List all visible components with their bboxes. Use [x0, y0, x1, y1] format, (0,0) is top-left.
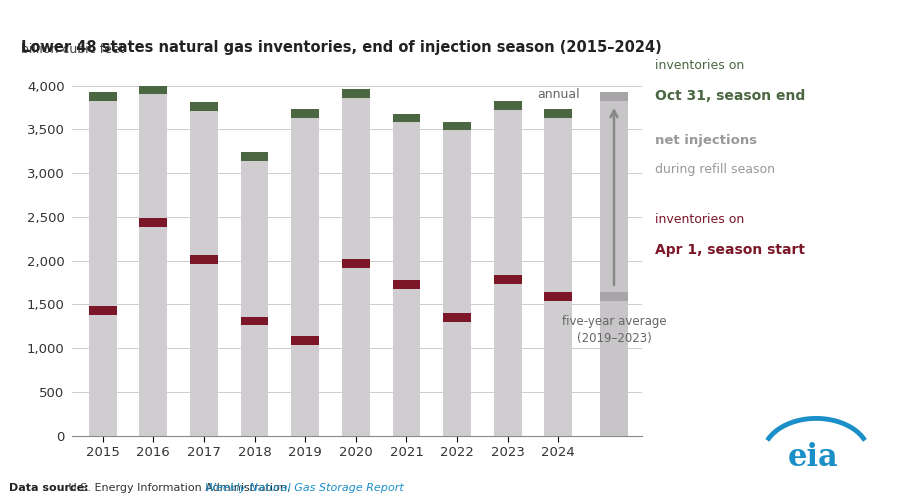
- Bar: [190, 255, 218, 264]
- Bar: [392, 280, 420, 289]
- Bar: [88, 306, 116, 315]
- Text: Apr 1, season start: Apr 1, season start: [655, 243, 805, 256]
- Bar: [392, 114, 420, 122]
- Bar: [544, 292, 572, 301]
- Bar: [291, 109, 319, 118]
- Bar: [600, 292, 628, 301]
- Bar: [493, 110, 521, 436]
- Bar: [493, 101, 521, 110]
- Bar: [139, 218, 167, 227]
- Text: Oct 31, season end: Oct 31, season end: [655, 89, 805, 103]
- Text: annual: annual: [536, 89, 579, 101]
- Text: five-year average
(2019–2023): five-year average (2019–2023): [561, 315, 666, 345]
- Bar: [139, 86, 167, 95]
- Text: Lower 48 states natural gas inventories, end of injection season (2015–2024): Lower 48 states natural gas inventories,…: [21, 41, 661, 55]
- Bar: [291, 336, 319, 345]
- Bar: [190, 111, 218, 436]
- Text: eia: eia: [787, 442, 838, 473]
- Text: inventories on: inventories on: [655, 213, 744, 226]
- Bar: [544, 118, 572, 436]
- Bar: [240, 152, 268, 161]
- Bar: [291, 118, 319, 436]
- Bar: [190, 102, 218, 111]
- Bar: [600, 92, 628, 100]
- Bar: [341, 98, 369, 436]
- Bar: [442, 121, 470, 130]
- Bar: [240, 161, 268, 436]
- Bar: [544, 109, 572, 118]
- Bar: [493, 276, 521, 284]
- Bar: [600, 100, 628, 436]
- Bar: [88, 92, 116, 100]
- Bar: [341, 259, 369, 268]
- Text: Data source:: Data source:: [9, 483, 88, 493]
- Text: billion cubic feet: billion cubic feet: [21, 43, 125, 55]
- Text: during refill season: during refill season: [655, 163, 775, 176]
- Bar: [88, 100, 116, 436]
- Bar: [442, 313, 470, 322]
- Bar: [341, 89, 369, 98]
- Bar: [240, 317, 268, 325]
- Text: net injections: net injections: [655, 134, 757, 147]
- Text: U.S. Energy Information Administration,: U.S. Energy Information Administration,: [65, 483, 293, 493]
- Text: Weekly Natural Gas Storage Report: Weekly Natural Gas Storage Report: [205, 483, 404, 493]
- Bar: [139, 95, 167, 436]
- Bar: [392, 122, 420, 436]
- Text: inventories on: inventories on: [655, 59, 744, 72]
- Bar: [442, 130, 470, 436]
